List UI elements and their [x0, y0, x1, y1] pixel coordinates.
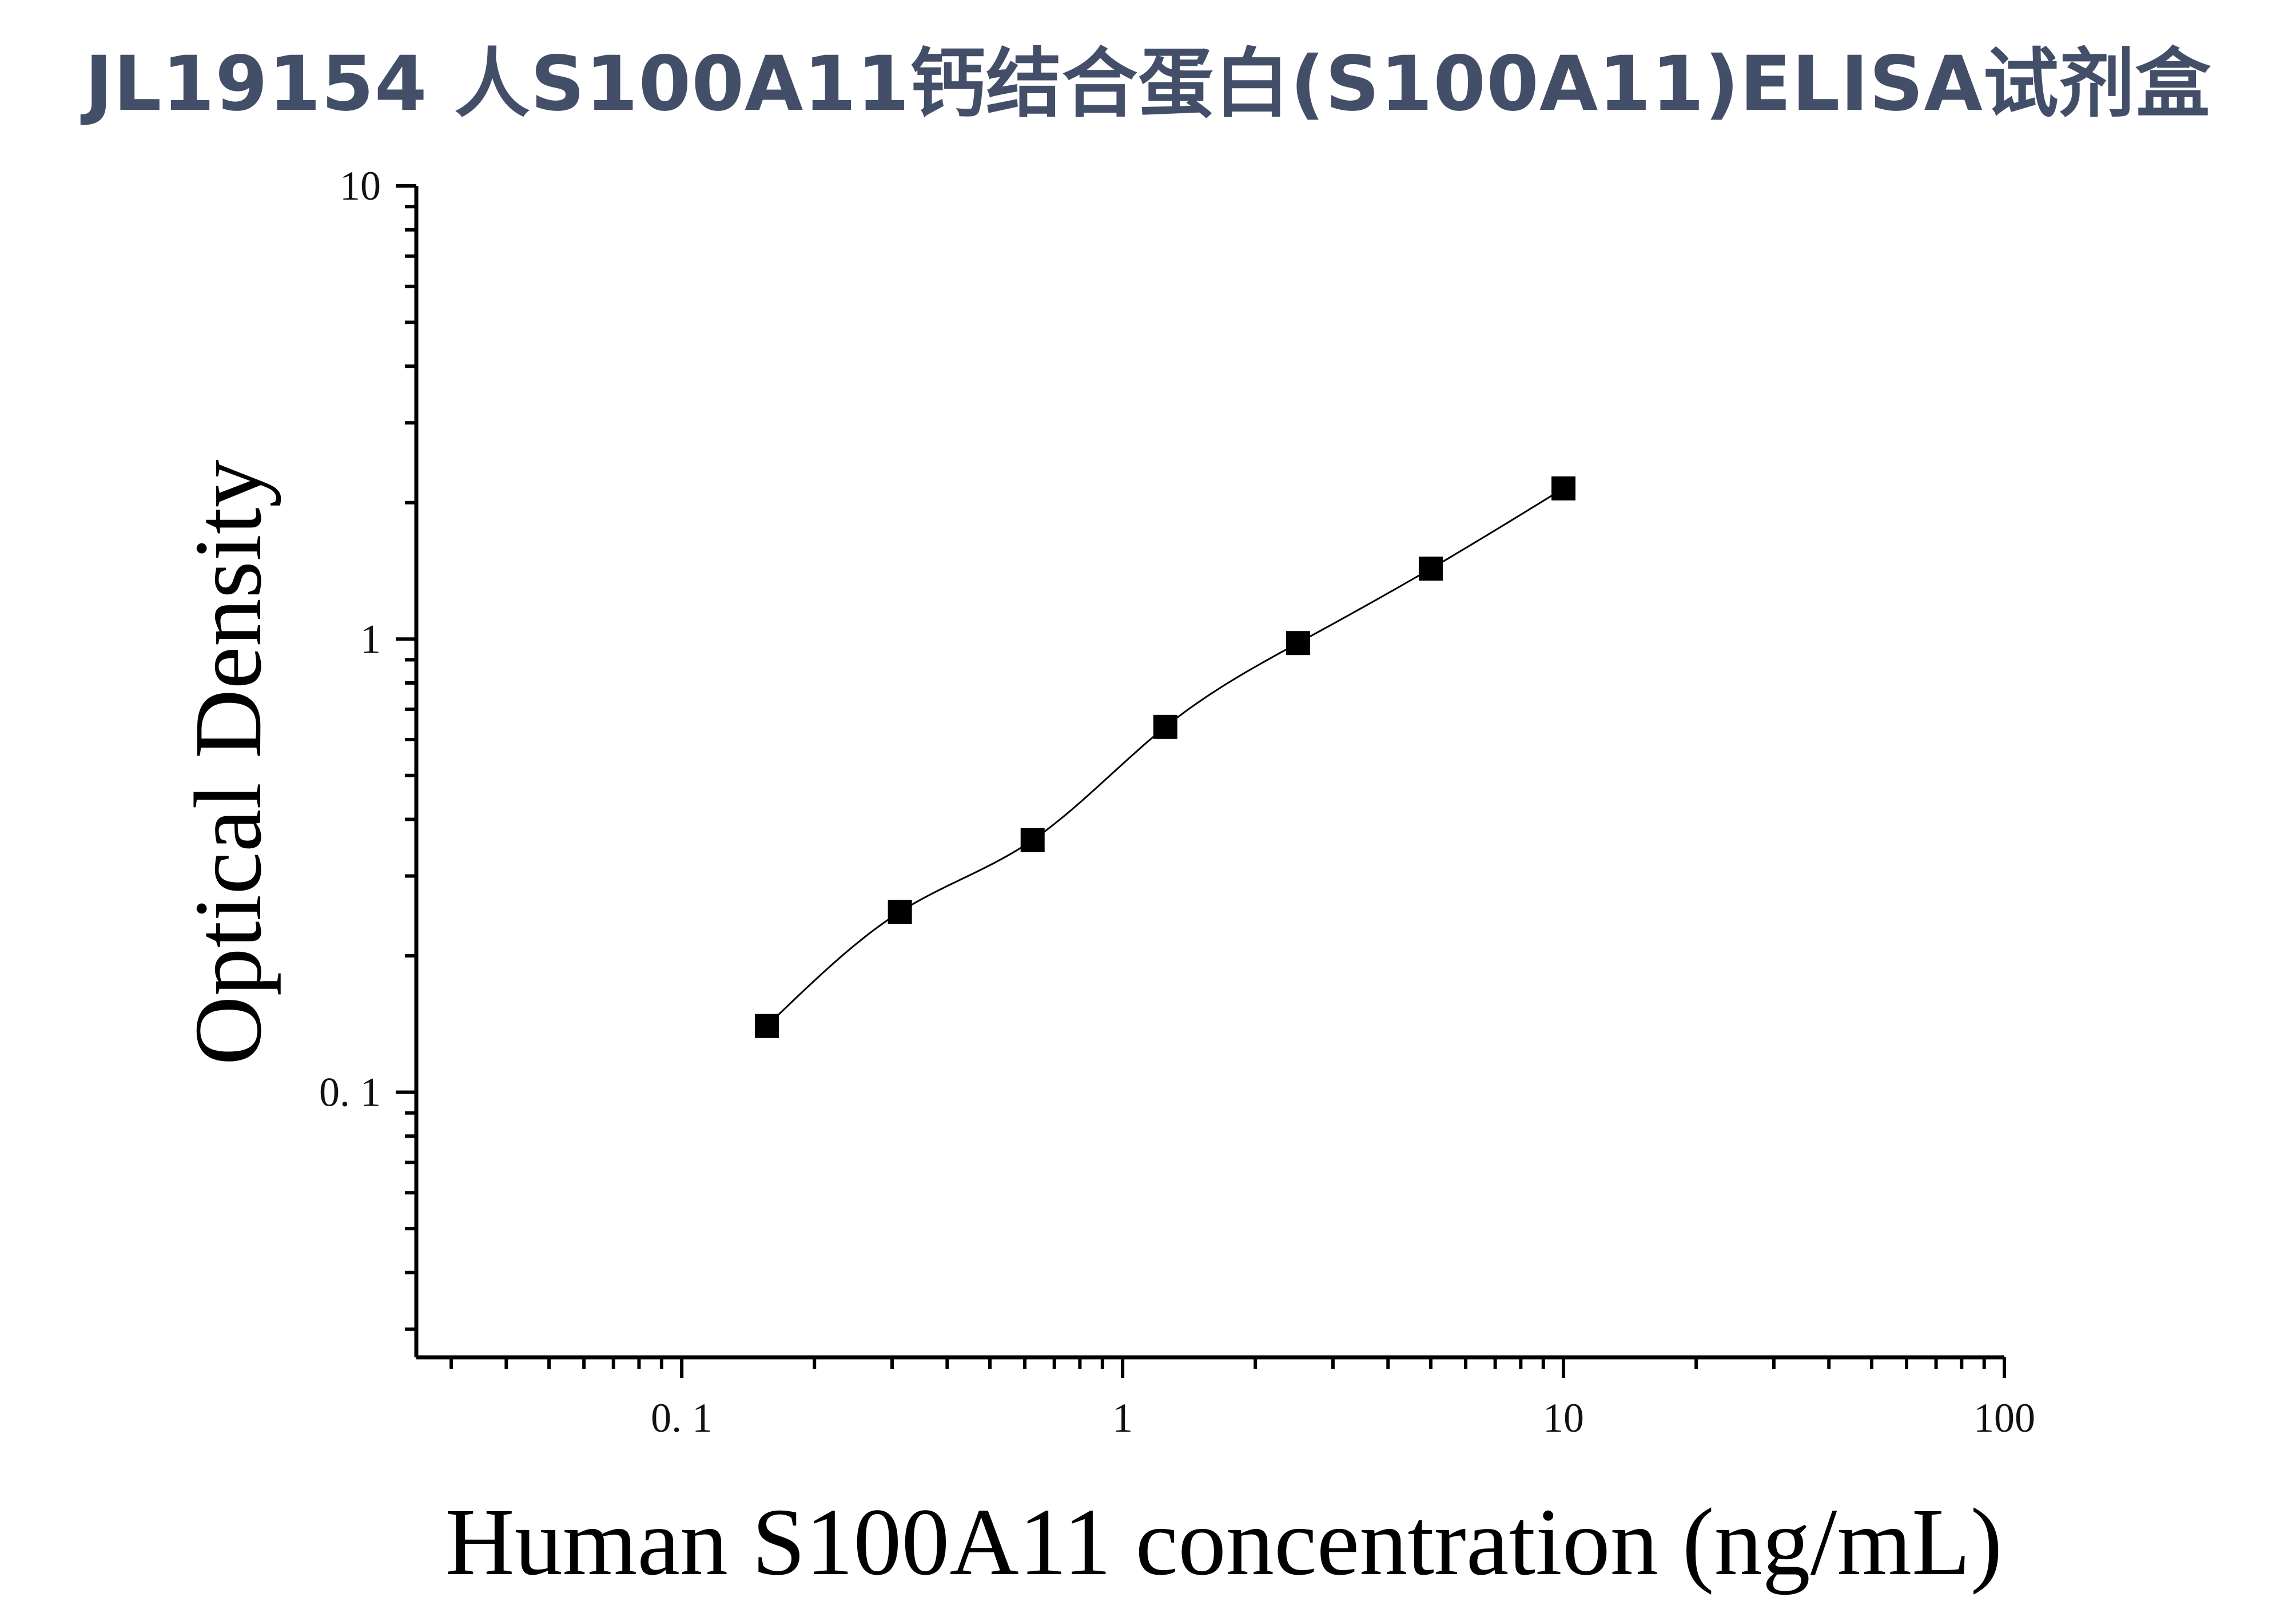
data-point: [1418, 557, 1443, 581]
data-points: [755, 476, 1576, 1038]
x-tick-label: 1: [1112, 1395, 1133, 1441]
x-axis-label: Human S100A11 concentration (ng/mL): [445, 1489, 2002, 1595]
chart-title: JL19154 人S100A11钙结合蛋白(S100A11)ELISA试剂盒: [85, 40, 2211, 128]
y-tick-label: 0. 1: [319, 1070, 381, 1115]
x-tick-label: 100: [1973, 1395, 2035, 1441]
y-axis-label: Optical Density: [175, 459, 281, 1065]
data-point: [1020, 828, 1045, 852]
y-tick-label: 1: [360, 616, 381, 662]
data-point: [1286, 631, 1310, 655]
data-point: [1153, 714, 1177, 739]
x-tick-label: 10: [1543, 1395, 1584, 1441]
axes: 0. 1 1 10 100 0. 1 1 10: [319, 163, 2035, 1441]
x-tick-label: 0. 1: [651, 1395, 713, 1441]
data-point: [1551, 476, 1576, 500]
fit-curve-group: [766, 487, 1564, 1027]
fit-curve: [766, 487, 1564, 1027]
y-tick-label: 10: [340, 163, 381, 209]
data-point: [888, 900, 912, 924]
data-point: [755, 1014, 779, 1038]
